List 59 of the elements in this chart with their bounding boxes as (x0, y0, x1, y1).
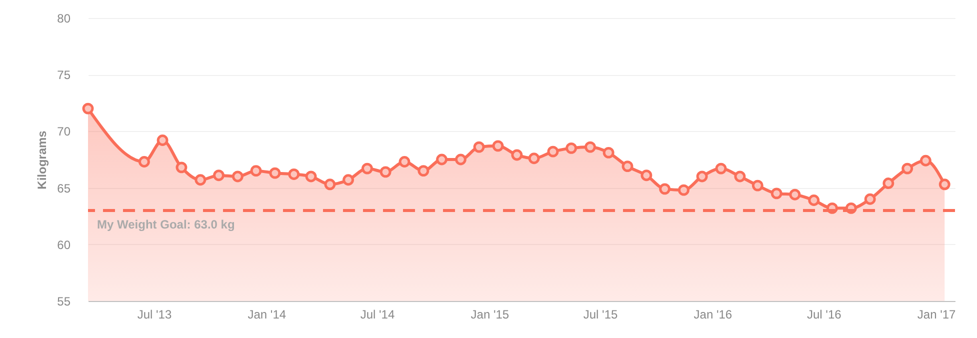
point (342, 174, 354, 186)
point (269, 167, 281, 179)
y-axis-title: Kilograms (35, 130, 50, 190)
point (305, 170, 317, 182)
point (511, 149, 523, 161)
point (436, 154, 448, 166)
point (864, 193, 876, 205)
point (380, 166, 392, 178)
y-tick-label: 80 (57, 12, 71, 26)
x-tick-label: Jan '16 (694, 308, 732, 322)
point (659, 183, 670, 195)
point (715, 162, 727, 174)
y-tick-label: 60 (57, 238, 71, 252)
point (176, 162, 188, 174)
x-tick-label: Jul '15 (583, 308, 618, 322)
point (454, 154, 466, 166)
y-tick-label: 75 (57, 68, 71, 82)
point (250, 165, 262, 177)
y-tick-label: 55 (57, 294, 71, 308)
point (696, 170, 708, 182)
point (882, 178, 894, 189)
y-tick-label: 65 (57, 181, 71, 196)
point (138, 156, 150, 168)
point (492, 140, 504, 152)
point (82, 102, 94, 114)
point (640, 170, 652, 182)
point (920, 154, 932, 166)
x-tick-label: Jul '16 (806, 308, 842, 322)
point (602, 146, 614, 158)
point (789, 188, 801, 200)
point (734, 170, 746, 182)
x-tick-label: Jan '15 (470, 308, 510, 322)
point (938, 178, 950, 190)
point (752, 180, 764, 192)
point (584, 141, 596, 153)
point (678, 184, 690, 196)
point (213, 170, 224, 182)
x-tick-label: Jan '14 (248, 308, 286, 322)
point (566, 142, 578, 154)
point (902, 162, 914, 174)
point (362, 162, 373, 174)
point (808, 194, 820, 206)
x-tick-label: Jul '14 (360, 308, 395, 322)
point (528, 152, 540, 164)
point (324, 178, 336, 190)
x-tick-label: Jul '13 (137, 308, 172, 322)
x-tick-label: Jan '17 (917, 308, 956, 322)
ref-line-label: My Weight Goal: 63.0 kg (97, 217, 235, 232)
point (232, 170, 244, 182)
y-tick-label: 70 (57, 124, 71, 139)
point (288, 168, 300, 180)
point (194, 174, 206, 186)
point (418, 165, 430, 177)
point (622, 160, 634, 172)
point (547, 146, 559, 158)
point (156, 134, 168, 146)
point (398, 156, 410, 168)
point (770, 188, 782, 200)
point (473, 141, 485, 153)
